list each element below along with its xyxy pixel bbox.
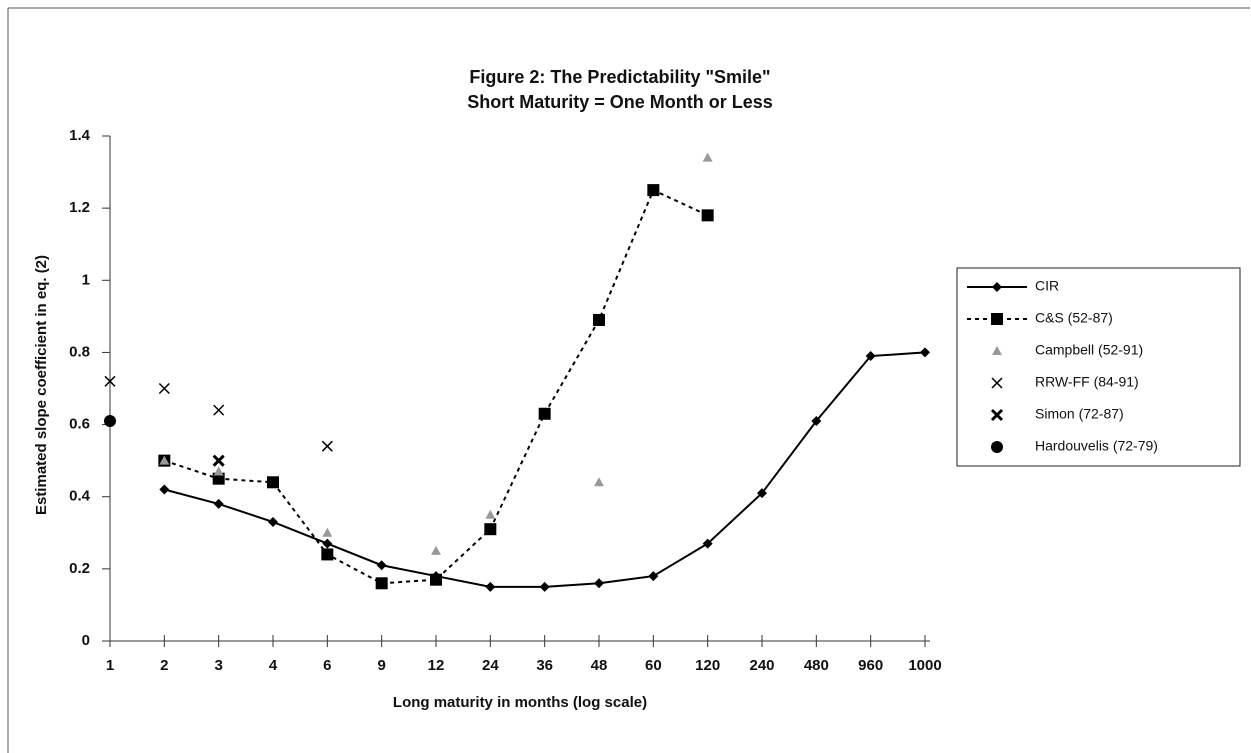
y-tick-label: 0.8	[69, 343, 90, 360]
point	[321, 440, 333, 452]
point	[485, 581, 496, 592]
point	[594, 477, 604, 487]
x-tick-label: 120	[695, 657, 720, 674]
x-tick-label: 24	[482, 657, 499, 674]
legend-box	[956, 267, 1241, 467]
point	[322, 538, 333, 549]
point	[376, 560, 387, 571]
series-line	[164, 351, 926, 588]
point	[648, 571, 659, 582]
legend-label: Simon (72-87)	[1035, 406, 1124, 422]
point	[593, 313, 605, 326]
legend-label: Campbell (52-91)	[1035, 342, 1143, 358]
point	[594, 578, 604, 589]
point	[159, 484, 170, 495]
point	[212, 472, 225, 485]
chart-subtitle: Short Maturity = One Month or Less	[467, 92, 773, 112]
point	[213, 466, 224, 476]
point	[104, 414, 116, 427]
legend-label: Hardouvelis (72-79)	[1035, 438, 1158, 454]
point	[991, 441, 1003, 453]
point	[538, 407, 551, 420]
y-tick-label: 0.2	[69, 560, 90, 577]
point	[865, 351, 876, 362]
x-tick-label: 1	[106, 657, 114, 674]
x-tick-label: 9	[377, 657, 385, 674]
x-tick-label: 36	[536, 657, 553, 674]
point	[992, 282, 1002, 292]
point	[539, 581, 550, 592]
point	[212, 454, 225, 467]
y-axis-label: Estimated slope coefficient in eq. (2)	[33, 255, 50, 515]
x-tick-label: 6	[323, 657, 331, 674]
point	[268, 516, 278, 527]
point	[375, 577, 388, 590]
point	[158, 382, 170, 395]
x-axis-label: Long maturity in months (log scale)	[393, 694, 647, 711]
x-tick-label: 1000	[908, 657, 941, 674]
x-tick-label: 3	[214, 657, 222, 674]
point	[213, 404, 225, 416]
point	[430, 573, 442, 586]
y-tick-label: 0.6	[69, 416, 90, 433]
x-tick-label: 4	[269, 657, 278, 674]
y-tick-label: 0	[82, 632, 90, 649]
point	[431, 545, 441, 555]
x-tick-label: 2	[160, 657, 168, 674]
point	[267, 476, 279, 489]
point	[104, 375, 116, 387]
legend-label: C&S (52-87)	[1035, 310, 1113, 326]
point	[322, 527, 333, 537]
x-tick-label: 480	[804, 657, 829, 674]
point	[757, 488, 767, 499]
series-line	[164, 188, 709, 585]
point	[702, 152, 713, 162]
point	[321, 548, 334, 561]
point	[647, 184, 660, 197]
legend-label: RRW-FF (84-91)	[1035, 374, 1139, 390]
point	[990, 408, 1004, 422]
x-tick-label: 48	[591, 657, 608, 674]
x-tick-label: 60	[645, 657, 662, 674]
point	[213, 498, 224, 509]
legend-label: CIR	[1035, 278, 1059, 294]
y-tick-label: 1.2	[69, 199, 90, 216]
point	[991, 313, 1003, 325]
y-tick-label: 0.4	[69, 488, 91, 505]
point	[485, 509, 496, 519]
point	[920, 347, 930, 358]
point	[991, 377, 1003, 389]
point	[811, 415, 822, 426]
point	[992, 346, 1002, 355]
x-tick-label: 12	[428, 657, 445, 674]
y-tick-label: 1	[82, 271, 90, 288]
point	[702, 538, 713, 549]
point	[159, 455, 170, 465]
chart-title: Figure 2: The Predictability "Smile"	[469, 67, 770, 87]
point	[484, 523, 497, 536]
point	[701, 209, 714, 222]
x-tick-label: 240	[749, 657, 774, 674]
y-tick-label: 1.4	[69, 127, 91, 144]
x-tick-label: 960	[858, 657, 883, 674]
